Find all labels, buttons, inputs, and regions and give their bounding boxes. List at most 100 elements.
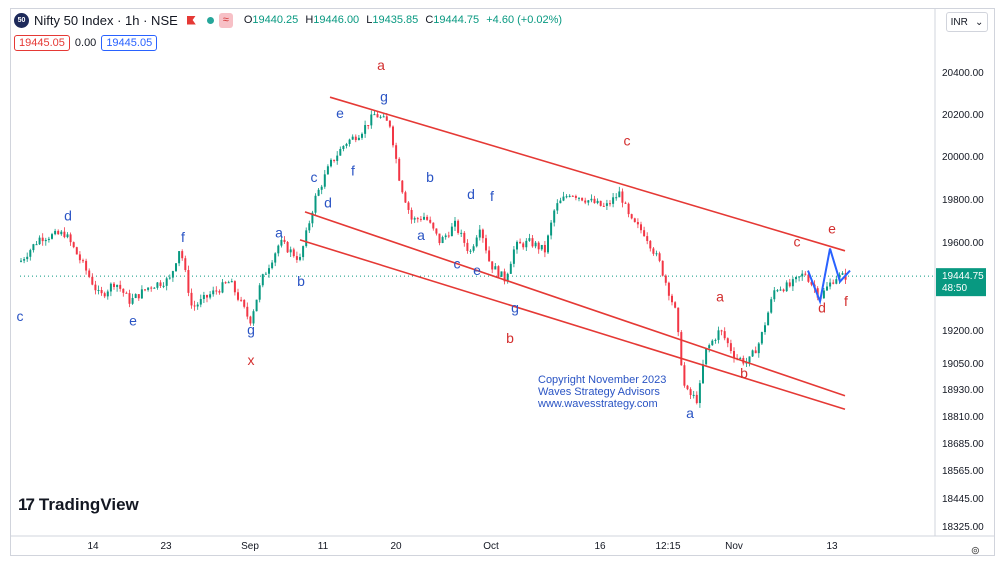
wave-label: a — [417, 227, 425, 243]
candle-body — [125, 292, 128, 294]
candle-body — [190, 292, 193, 306]
candle-body — [175, 263, 177, 272]
candle-body — [230, 281, 233, 283]
wave-label: e — [336, 105, 344, 121]
symbol-badge[interactable]: 50 — [14, 12, 29, 28]
last-price-label: 19444.75 — [942, 271, 984, 282]
candle-body — [168, 277, 171, 279]
x-tick-label: Oct — [483, 541, 499, 552]
candle-body — [209, 294, 212, 298]
candle-body — [810, 281, 813, 285]
tradingview-logo[interactable]: 17 TradingView — [18, 495, 139, 515]
wave-label: f — [351, 162, 355, 178]
candle-body — [60, 231, 63, 235]
candle-body — [832, 282, 835, 284]
x-tick-label: 12:15 — [655, 541, 680, 552]
candle-body — [150, 287, 153, 289]
channel-line — [299, 239, 846, 411]
y-tick-label: 19800.00 — [942, 195, 984, 206]
candle-body — [528, 238, 531, 241]
candle-body — [447, 235, 450, 237]
candle-body — [460, 232, 463, 234]
wave-label: a — [377, 57, 385, 73]
candle-body — [128, 293, 131, 304]
candle-body — [88, 270, 91, 277]
candle-body — [147, 287, 150, 290]
sell-price-button[interactable]: 19445.05 — [14, 35, 70, 51]
wave-label: e — [473, 262, 481, 278]
x-tick-label: 11 — [318, 541, 329, 552]
candle-body — [91, 276, 94, 285]
candle-body — [488, 250, 491, 262]
copyright-line: Waves Strategy Advisors — [538, 386, 660, 398]
candle-body — [252, 311, 255, 324]
x-tick-label: 23 — [160, 541, 172, 552]
candle-body — [308, 223, 311, 231]
candle-body — [264, 273, 267, 275]
candle-body — [237, 292, 239, 300]
candle-body — [171, 271, 174, 278]
candle-body — [413, 218, 416, 220]
candle-body — [640, 224, 642, 231]
candle-body — [320, 186, 323, 190]
candle-body — [364, 125, 367, 134]
last-price-tag — [936, 268, 986, 297]
candle-body — [435, 228, 438, 234]
candle-body — [512, 249, 515, 264]
candle-body — [643, 230, 646, 237]
candle-body — [249, 316, 252, 324]
candle-body — [289, 249, 292, 253]
candle-body — [227, 282, 230, 284]
wave-label: b — [297, 273, 305, 289]
copyright-note: Copyright November 2023 Waves Strategy A… — [538, 374, 666, 410]
buy-price-button[interactable]: 19445.05 — [101, 35, 158, 51]
candle-body — [432, 222, 435, 229]
candle-body — [609, 203, 611, 205]
candle-body — [714, 339, 717, 341]
candle-body — [144, 289, 146, 291]
currency-select[interactable]: INR ⌄ — [946, 12, 988, 32]
candle-body — [655, 253, 658, 255]
candle-body — [246, 306, 249, 317]
tradingview-icon: 17 — [18, 495, 35, 514]
candle-body — [835, 279, 838, 284]
chart-header: 50 Nifty 50 Index · 1h · NSE ≈ O19440.25… — [14, 11, 562, 29]
candle-body — [193, 305, 196, 307]
candle-body — [215, 290, 218, 292]
compare-badge[interactable]: ≈ — [218, 12, 233, 28]
candle-body — [354, 136, 357, 141]
candle-body — [516, 241, 518, 250]
candle-body — [729, 343, 732, 352]
candle-body — [38, 237, 41, 245]
candle-body — [708, 345, 711, 349]
candle-body — [593, 198, 596, 204]
candle-body — [503, 271, 506, 282]
gear-icon[interactable]: ⊚ — [970, 545, 980, 557]
candle-body — [72, 242, 75, 248]
wave-label: b — [740, 365, 748, 381]
candle-body — [671, 295, 673, 303]
candle-body — [385, 116, 388, 121]
candle-body — [165, 278, 168, 286]
countdown-label: 48:50 — [942, 283, 967, 294]
symbol-title[interactable]: Nifty 50 Index · 1h · NSE — [34, 12, 178, 28]
candles-layer — [20, 109, 847, 408]
candle-body — [32, 244, 35, 251]
ohlc-high: 19446.00 — [313, 14, 360, 26]
candle-body — [776, 290, 779, 292]
candle-body — [680, 332, 683, 366]
flag-icon[interactable] — [186, 15, 196, 25]
wave-label: g — [511, 299, 519, 315]
candle-body — [782, 289, 785, 292]
candle-body — [565, 196, 568, 198]
wave-label: c — [624, 133, 631, 149]
wave-label: b — [506, 330, 514, 346]
wave-label: d — [818, 299, 826, 315]
candle-body — [218, 291, 221, 293]
candle-body — [807, 274, 810, 282]
y-tick-label: 20200.00 — [942, 110, 984, 121]
candle-body — [423, 216, 425, 220]
candle-body — [534, 242, 537, 247]
candle-body — [202, 294, 205, 300]
